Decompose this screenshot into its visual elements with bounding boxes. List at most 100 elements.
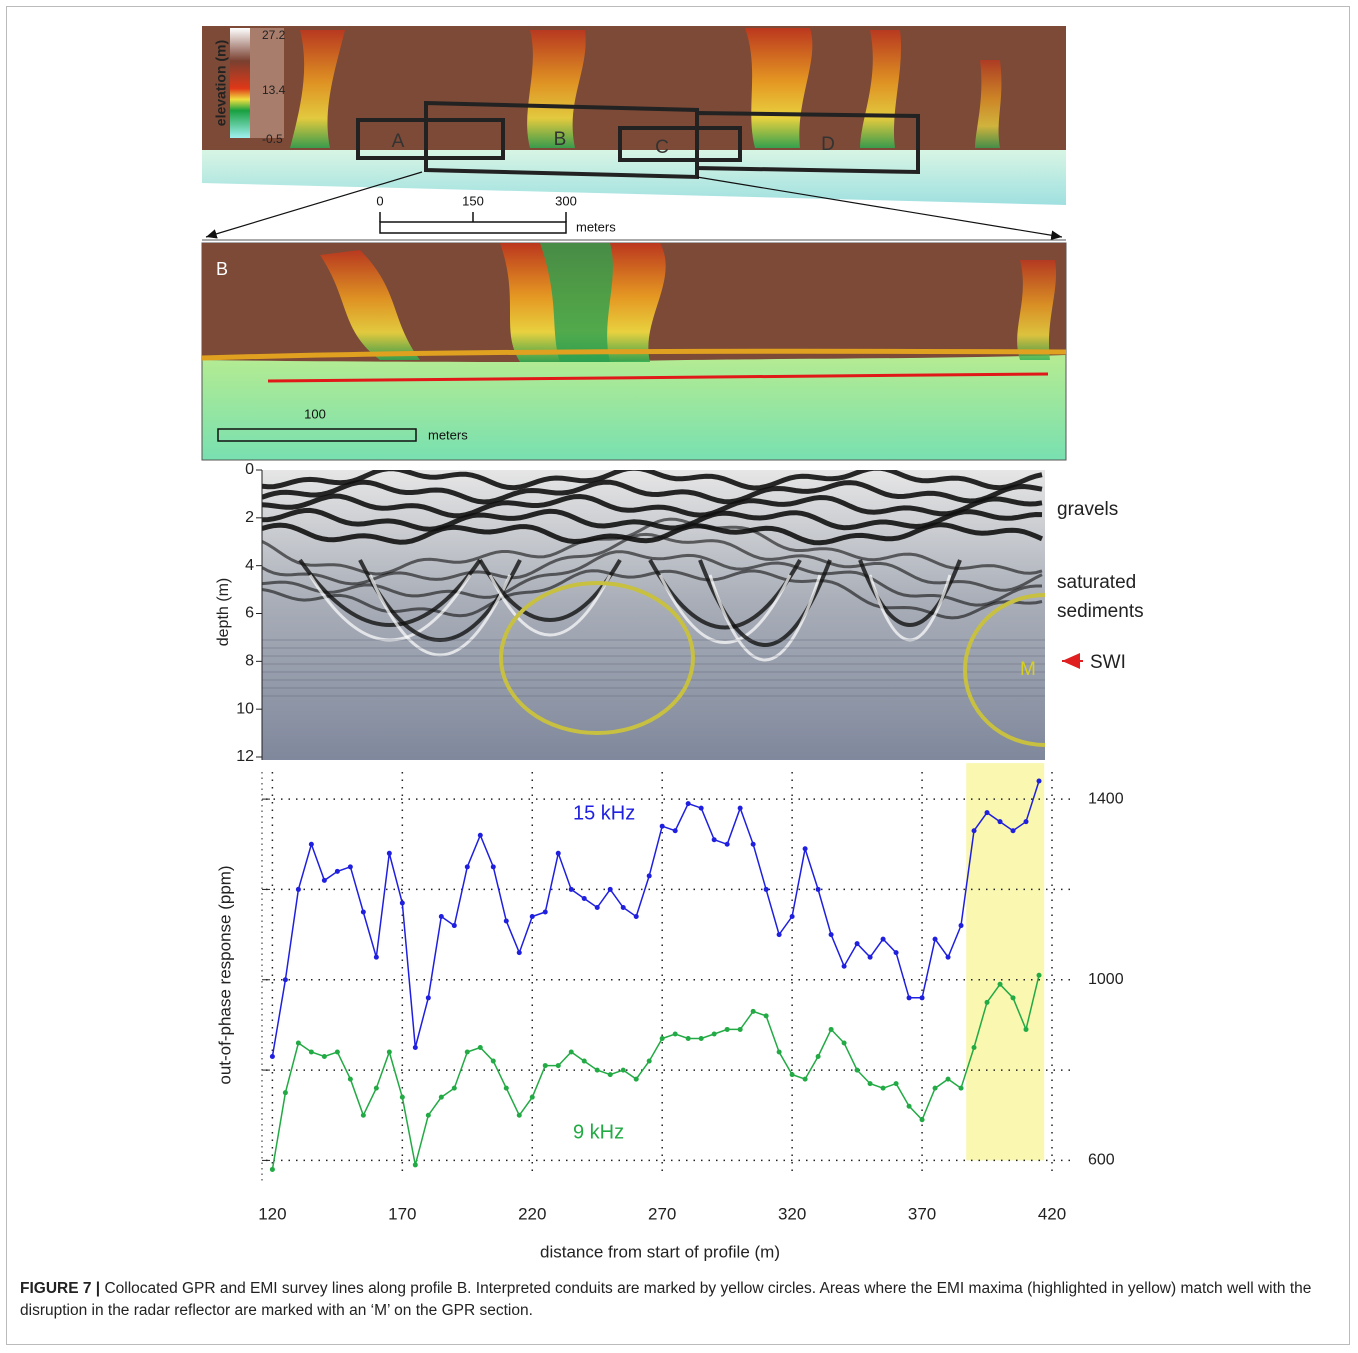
data-point <box>569 1050 574 1055</box>
y-tick-label: 12 <box>236 748 254 765</box>
series-label: 15 kHz <box>573 802 635 824</box>
data-point <box>842 964 847 969</box>
data-point <box>673 1031 678 1036</box>
data-point <box>504 1086 509 1091</box>
x-tick-label: 270 <box>648 1204 676 1223</box>
data-point <box>322 878 327 883</box>
y-tick-label: 0 <box>245 461 254 478</box>
scale-unit: meters <box>428 427 468 442</box>
y-tick-label: 600 <box>1088 1152 1115 1169</box>
data-point <box>478 1045 483 1050</box>
series-label: 9 kHz <box>573 1121 624 1143</box>
data-point <box>842 1040 847 1045</box>
data-point <box>816 1054 821 1059</box>
data-point <box>582 1059 587 1064</box>
y-tick-label: 1400 <box>1088 790 1124 807</box>
data-point <box>361 1113 366 1118</box>
data-point <box>556 851 561 856</box>
data-point <box>491 1059 496 1064</box>
data-point <box>361 910 366 915</box>
data-point <box>556 1063 561 1068</box>
data-point <box>595 905 600 910</box>
data-point <box>777 1050 782 1055</box>
data-point <box>283 977 288 982</box>
data-point <box>725 1027 730 1032</box>
data-point <box>933 937 938 942</box>
data-point <box>400 1095 405 1100</box>
data-point <box>946 955 951 960</box>
data-point <box>439 914 444 919</box>
annotation: gravels <box>1057 499 1118 520</box>
data-point <box>634 914 639 919</box>
data-point <box>803 1077 808 1082</box>
box-label: D <box>821 134 835 155</box>
data-point <box>972 828 977 833</box>
data-point <box>699 1036 704 1041</box>
series-line <box>272 781 1039 1057</box>
data-point <box>374 1086 379 1091</box>
data-point <box>335 869 340 874</box>
data-point <box>725 842 730 847</box>
data-point <box>985 810 990 815</box>
data-point <box>582 896 587 901</box>
data-point <box>764 1013 769 1018</box>
data-point <box>309 1050 314 1055</box>
data-point <box>686 801 691 806</box>
data-point <box>751 1009 756 1014</box>
data-point <box>621 905 626 910</box>
data-point <box>998 819 1003 824</box>
data-point <box>660 1036 665 1041</box>
data-point <box>452 1086 457 1091</box>
annotation: saturated <box>1057 572 1136 593</box>
data-point <box>387 851 392 856</box>
data-point <box>816 887 821 892</box>
colorbar-tick-label: 27.2 <box>262 28 286 42</box>
y-tick-label: 1000 <box>1088 971 1124 988</box>
series-line <box>272 975 1039 1169</box>
y-tick-label: 4 <box>245 557 254 574</box>
data-point <box>686 1036 691 1041</box>
data-point <box>855 1068 860 1073</box>
data-point <box>803 846 808 851</box>
scale-value: 100 <box>304 406 326 421</box>
data-point <box>569 887 574 892</box>
data-point <box>530 1095 535 1100</box>
data-point <box>491 864 496 869</box>
data-point <box>1011 828 1016 833</box>
data-point <box>374 955 379 960</box>
data-point <box>829 1027 834 1032</box>
data-point <box>751 842 756 847</box>
data-point <box>920 1117 925 1122</box>
data-point <box>439 1095 444 1100</box>
data-point <box>465 1050 470 1055</box>
data-point <box>634 1077 639 1082</box>
y-tick-label: 10 <box>236 700 254 717</box>
scale-tick-label: 0 <box>376 193 383 208</box>
y-axis-label: out-of-phase response (ppm) <box>215 865 234 1084</box>
data-point <box>868 955 873 960</box>
y-tick-label: 8 <box>245 653 254 670</box>
data-point <box>1037 973 1042 978</box>
data-point <box>894 950 899 955</box>
x-tick-label: 120 <box>258 1204 286 1223</box>
data-point <box>920 995 925 1000</box>
data-point <box>712 837 717 842</box>
x-tick-label: 420 <box>1038 1204 1066 1223</box>
data-point <box>608 887 613 892</box>
scale-tick-label: 300 <box>555 193 577 208</box>
box-label: B <box>554 129 567 150</box>
data-point <box>829 932 834 937</box>
data-point <box>699 806 704 811</box>
annotation: M <box>1020 659 1036 680</box>
caption-text: Collocated GPR and EMI survey lines alon… <box>20 1280 1311 1319</box>
data-point <box>322 1054 327 1059</box>
data-point <box>270 1167 275 1172</box>
data-point <box>738 806 743 811</box>
data-point <box>1024 1027 1029 1032</box>
overview-map <box>202 26 1066 240</box>
data-point <box>426 995 431 1000</box>
data-point <box>881 937 886 942</box>
data-point <box>972 1045 977 1050</box>
data-point <box>621 1068 626 1073</box>
